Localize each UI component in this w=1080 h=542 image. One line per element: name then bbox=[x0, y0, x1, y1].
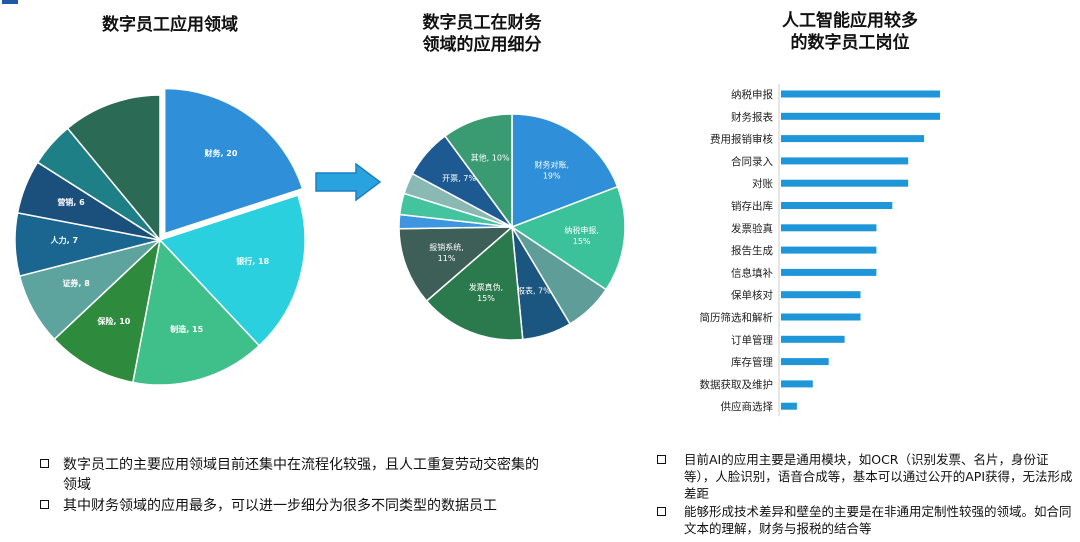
notes-right: 目前AI的应用主要是通用模块，如OCR（识别发票、名片，身份证等），人脸识别，语… bbox=[657, 451, 1077, 538]
bars-title: 人工智能应用较多 的数字员工岗位 bbox=[720, 10, 980, 54]
bar bbox=[781, 402, 797, 410]
bar bbox=[781, 291, 861, 299]
pie1-slice bbox=[131, 238, 261, 386]
pie2-slice bbox=[425, 225, 524, 341]
pie1-slice-label: 营销, 6 bbox=[57, 197, 85, 207]
bar bbox=[781, 246, 877, 254]
square-bullet-icon bbox=[40, 459, 49, 468]
pie1-slice bbox=[53, 237, 162, 384]
bar-category-label: 供应商选择 bbox=[721, 400, 774, 413]
note-left-1-text: 数字员工的主要应用领域目前还集中在流程化较强，且人工重复劳动交密集的领域 bbox=[63, 457, 539, 493]
pie2-slice-label: 其他, 10% bbox=[471, 152, 510, 162]
pie2-slice bbox=[511, 113, 619, 229]
pie1-slice-label: 财务, 20 bbox=[203, 148, 237, 158]
bar-category-label: 对账 bbox=[752, 177, 773, 190]
bar bbox=[781, 380, 813, 388]
pie1-slice-label: 证券, 8 bbox=[62, 278, 90, 288]
bar-category-label: 信息填补 bbox=[731, 266, 773, 279]
note-left-2-text: 其中财务领域的应用最多，可以进一步细分为很多不同类型的数据员工 bbox=[63, 498, 497, 514]
bar bbox=[781, 179, 909, 187]
bar-category-label: 库存管理 bbox=[731, 356, 773, 369]
note-right-2: 能够形成技术差异和壁垒的主要是在非通用定制性较强的领域。如合同文本的理解，财务与… bbox=[657, 503, 1077, 537]
pie1-slice-label: 制造, 15 bbox=[170, 324, 203, 334]
pie1-slice-label: 人力, 7 bbox=[51, 235, 78, 245]
note-left-1: 数字员工的主要应用领域目前还集中在流程化较强，且人工重复劳动交密集的领域 bbox=[40, 455, 540, 495]
bar-category-label: 财务报表 bbox=[731, 110, 773, 123]
pie2-slice-label: 开票, 7% bbox=[442, 174, 476, 183]
pie2-slice-label: 报销系统, 11% bbox=[429, 242, 464, 263]
bar-category-label: 保单核对 bbox=[731, 289, 773, 302]
pie2-slice-label: 纳税申报, 15% bbox=[564, 225, 599, 246]
bar-category-label: 费用报销审核 bbox=[710, 133, 773, 146]
arrow-right-icon bbox=[315, 162, 382, 202]
bar bbox=[781, 313, 861, 321]
pie2-slice bbox=[510, 185, 626, 291]
bar bbox=[781, 90, 940, 98]
pie1-slice-label: 银行, 18 bbox=[235, 256, 269, 266]
pie2-title: 数字员工在财务 领域的应用细分 bbox=[382, 12, 582, 56]
bar-category-label: 销存出库 bbox=[731, 200, 773, 213]
notes-left: 数字员工的主要应用领域目前还集中在流程化较强，且人工重复劳动交密集的领域 其中财… bbox=[40, 455, 540, 517]
bar bbox=[781, 268, 877, 276]
note-left-2: 其中财务领域的应用最多，可以进一步细分为很多不同类型的数据员工 bbox=[40, 496, 540, 516]
note-right-2-text: 能够形成技术差异和壁垒的主要是在非通用定制性较强的领域。如合同文本的理解，财务与… bbox=[684, 504, 1072, 536]
square-bullet-icon bbox=[657, 507, 666, 516]
square-bullet-icon bbox=[40, 500, 49, 509]
pie2-title-line2: 领域的应用细分 bbox=[422, 35, 542, 55]
bar-category-label: 报告生成 bbox=[731, 244, 773, 257]
pie1-slice bbox=[158, 194, 306, 347]
pie2-slice-label: 发票真伪, 15% bbox=[469, 282, 504, 303]
pie1-title: 数字员工应用领域 bbox=[102, 15, 238, 35]
bar-category-label: 纳税申报 bbox=[731, 88, 773, 101]
bar bbox=[781, 135, 925, 143]
bars-title-line2: 的数字员工岗位 bbox=[790, 33, 910, 53]
bar bbox=[781, 224, 877, 232]
pie1-slice bbox=[66, 94, 161, 243]
bar-category-label: 简历筛选和解析 bbox=[700, 311, 774, 324]
pie2-slice-label: 报表, 7% bbox=[517, 286, 551, 296]
bar-category-label: 合同录入 bbox=[731, 155, 773, 168]
bar-category-label: 数据获取及维护 bbox=[700, 378, 774, 391]
pie2-slice-label: 财务对账, 19% bbox=[534, 159, 569, 180]
bars-title-line1: 人工智能应用较多 bbox=[782, 11, 918, 31]
pie1-slice bbox=[163, 87, 304, 235]
corner-mark bbox=[2, 0, 18, 4]
pie2-title-line1: 数字员工在财务 bbox=[422, 13, 542, 33]
bar bbox=[781, 335, 845, 343]
note-right-1: 目前AI的应用主要是通用模块，如OCR（识别发票、名片，身份证等），人脸识别，语… bbox=[657, 451, 1077, 502]
pie2-slice bbox=[443, 113, 513, 230]
bar-category-label: 发票验真 bbox=[731, 222, 773, 235]
pie2-slice bbox=[398, 226, 515, 303]
bar bbox=[781, 358, 829, 366]
pie1-slice-label: 保险, 10 bbox=[96, 316, 130, 326]
bar bbox=[781, 112, 940, 120]
bar bbox=[781, 157, 909, 165]
bar-category-label: 订单管理 bbox=[731, 333, 773, 346]
square-bullet-icon bbox=[657, 455, 666, 464]
bar bbox=[781, 202, 893, 209]
note-right-1-text: 目前AI的应用主要是通用模块，如OCR（识别发票、名片，身份证等），人脸识别，语… bbox=[684, 452, 1073, 501]
